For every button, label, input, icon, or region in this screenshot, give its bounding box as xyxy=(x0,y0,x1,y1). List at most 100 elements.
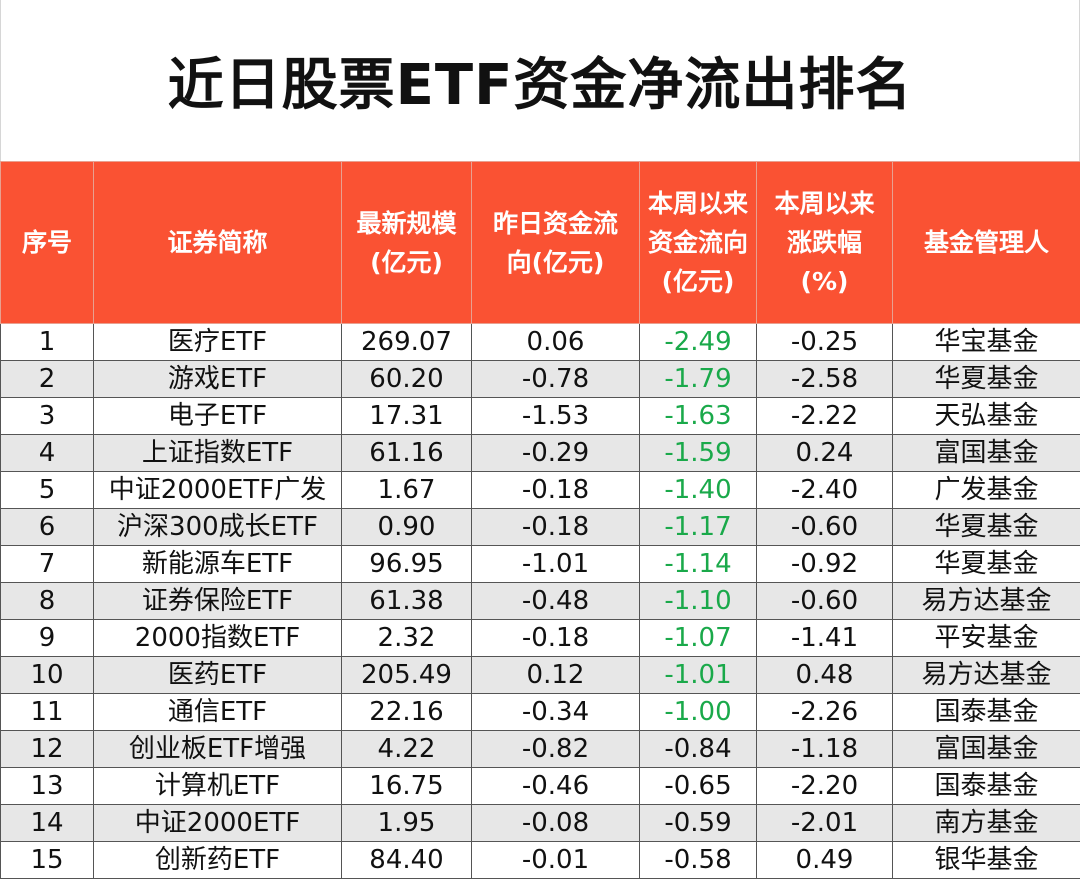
row-week-change-cell: -2.40 xyxy=(757,472,893,509)
row-name-cell: 上证指数ETF xyxy=(94,435,342,472)
row-week-change-cell: -2.20 xyxy=(757,768,893,805)
header-yesterday-line1: 昨日资金流 xyxy=(478,204,633,243)
header-week-change-line2: 涨跌幅 xyxy=(763,223,886,262)
row-name-cell: 沪深300成长ETF xyxy=(94,509,342,546)
header-index-label: 序号 xyxy=(22,228,72,257)
row-scale-cell: 1.67 xyxy=(342,472,472,509)
row-name-cell: 创新药ETF xyxy=(94,842,342,879)
row-index-cell: 14 xyxy=(1,805,94,842)
row-yesterday-flow-cell: -0.01 xyxy=(472,842,640,879)
row-index-cell: 5 xyxy=(1,472,94,509)
row-yesterday-flow-cell: -1.53 xyxy=(472,398,640,435)
row-name-cell: 创业板ETF增强 xyxy=(94,731,342,768)
row-yesterday-flow-cell: -0.29 xyxy=(472,435,640,472)
row-manager-cell: 华夏基金 xyxy=(893,509,1080,546)
header-scale-line2: (亿元) xyxy=(348,243,465,282)
row-week-change-cell: -0.92 xyxy=(757,546,893,583)
row-week-flow-cell: -1.07 xyxy=(640,620,757,657)
header-week-change-line1: 本周以来 xyxy=(763,184,886,223)
row-name-cell: 新能源车ETF xyxy=(94,546,342,583)
row-scale-cell: 60.20 xyxy=(342,361,472,398)
row-week-change-cell: -2.01 xyxy=(757,805,893,842)
row-scale-cell: 61.38 xyxy=(342,583,472,620)
row-index-cell: 2 xyxy=(1,361,94,398)
row-scale-cell: 16.75 xyxy=(342,768,472,805)
row-index-cell: 4 xyxy=(1,435,94,472)
row-week-flow-cell: -1.59 xyxy=(640,435,757,472)
row-week-change-cell: -1.41 xyxy=(757,620,893,657)
header-week-flow-line3: (亿元) xyxy=(646,262,750,301)
row-scale-cell: 61.16 xyxy=(342,435,472,472)
row-index-cell: 9 xyxy=(1,620,94,657)
row-week-change-cell: -2.22 xyxy=(757,398,893,435)
row-yesterday-flow-cell: -0.08 xyxy=(472,805,640,842)
row-name-cell: 电子ETF xyxy=(94,398,342,435)
row-week-flow-cell: -0.84 xyxy=(640,731,757,768)
row-manager-cell: 华夏基金 xyxy=(893,361,1080,398)
row-week-flow-cell: -1.40 xyxy=(640,472,757,509)
header-name: 证券简称 xyxy=(94,162,342,324)
row-yesterday-flow-cell: 0.06 xyxy=(472,324,640,361)
row-scale-cell: 0.90 xyxy=(342,509,472,546)
row-week-flow-cell: -1.17 xyxy=(640,509,757,546)
row-week-flow-cell: -0.65 xyxy=(640,768,757,805)
header-week-change-line3: (%) xyxy=(763,262,886,301)
row-week-flow-cell: -1.14 xyxy=(640,546,757,583)
row-index-cell: 3 xyxy=(1,398,94,435)
row-manager-cell: 华夏基金 xyxy=(893,546,1080,583)
header-scale-line1: 最新规模 xyxy=(348,204,465,243)
row-index-cell: 1 xyxy=(1,324,94,361)
row-week-flow-cell: -1.00 xyxy=(640,694,757,731)
header-manager-label: 基金管理人 xyxy=(924,228,1049,257)
row-manager-cell: 华宝基金 xyxy=(893,324,1080,361)
row-week-flow-cell: -1.63 xyxy=(640,398,757,435)
row-manager-cell: 天弘基金 xyxy=(893,398,1080,435)
row-index-cell: 13 xyxy=(1,768,94,805)
row-name-cell: 医疗ETF xyxy=(94,324,342,361)
header-week-flow: 本周以来 资金流向 (亿元) xyxy=(640,162,757,324)
row-yesterday-flow-cell: -0.78 xyxy=(472,361,640,398)
row-week-change-cell: -0.25 xyxy=(757,324,893,361)
row-name-cell: 通信ETF xyxy=(94,694,342,731)
row-manager-cell: 南方基金 xyxy=(893,805,1080,842)
table-header: 序号 证券简称 最新规模 (亿元) 昨日资金流 向(亿元) 本周以来 资金流向 … xyxy=(1,162,1080,324)
row-index-cell: 6 xyxy=(1,509,94,546)
row-name-cell: 2000指数ETF xyxy=(94,620,342,657)
row-week-change-cell: 0.48 xyxy=(757,657,893,694)
header-manager: 基金管理人 xyxy=(893,162,1080,324)
row-name-cell: 中证2000ETF广发 xyxy=(94,472,342,509)
header-scale: 最新规模 (亿元) xyxy=(342,162,472,324)
row-index-cell: 8 xyxy=(1,583,94,620)
row-manager-cell: 国泰基金 xyxy=(893,694,1080,731)
row-scale-cell: 4.22 xyxy=(342,731,472,768)
row-week-change-cell: -1.18 xyxy=(757,731,893,768)
row-week-change-cell: -2.26 xyxy=(757,694,893,731)
row-yesterday-flow-cell: -0.48 xyxy=(472,583,640,620)
row-yesterday-flow-cell: -0.82 xyxy=(472,731,640,768)
row-scale-cell: 84.40 xyxy=(342,842,472,879)
row-index-cell: 11 xyxy=(1,694,94,731)
row-yesterday-flow-cell: -0.18 xyxy=(472,472,640,509)
row-yesterday-flow-cell: -1.01 xyxy=(472,546,640,583)
row-yesterday-flow-cell: -0.46 xyxy=(472,768,640,805)
row-week-change-cell: 0.24 xyxy=(757,435,893,472)
header-week-change: 本周以来 涨跌幅 (%) xyxy=(757,162,893,324)
row-manager-cell: 富国基金 xyxy=(893,435,1080,472)
header-name-label: 证券简称 xyxy=(167,228,267,257)
header-yesterday-flow: 昨日资金流 向(亿元) xyxy=(472,162,640,324)
row-index-cell: 15 xyxy=(1,842,94,879)
row-name-cell: 中证2000ETF xyxy=(94,805,342,842)
row-manager-cell: 富国基金 xyxy=(893,731,1080,768)
row-week-change-cell: -0.60 xyxy=(757,583,893,620)
